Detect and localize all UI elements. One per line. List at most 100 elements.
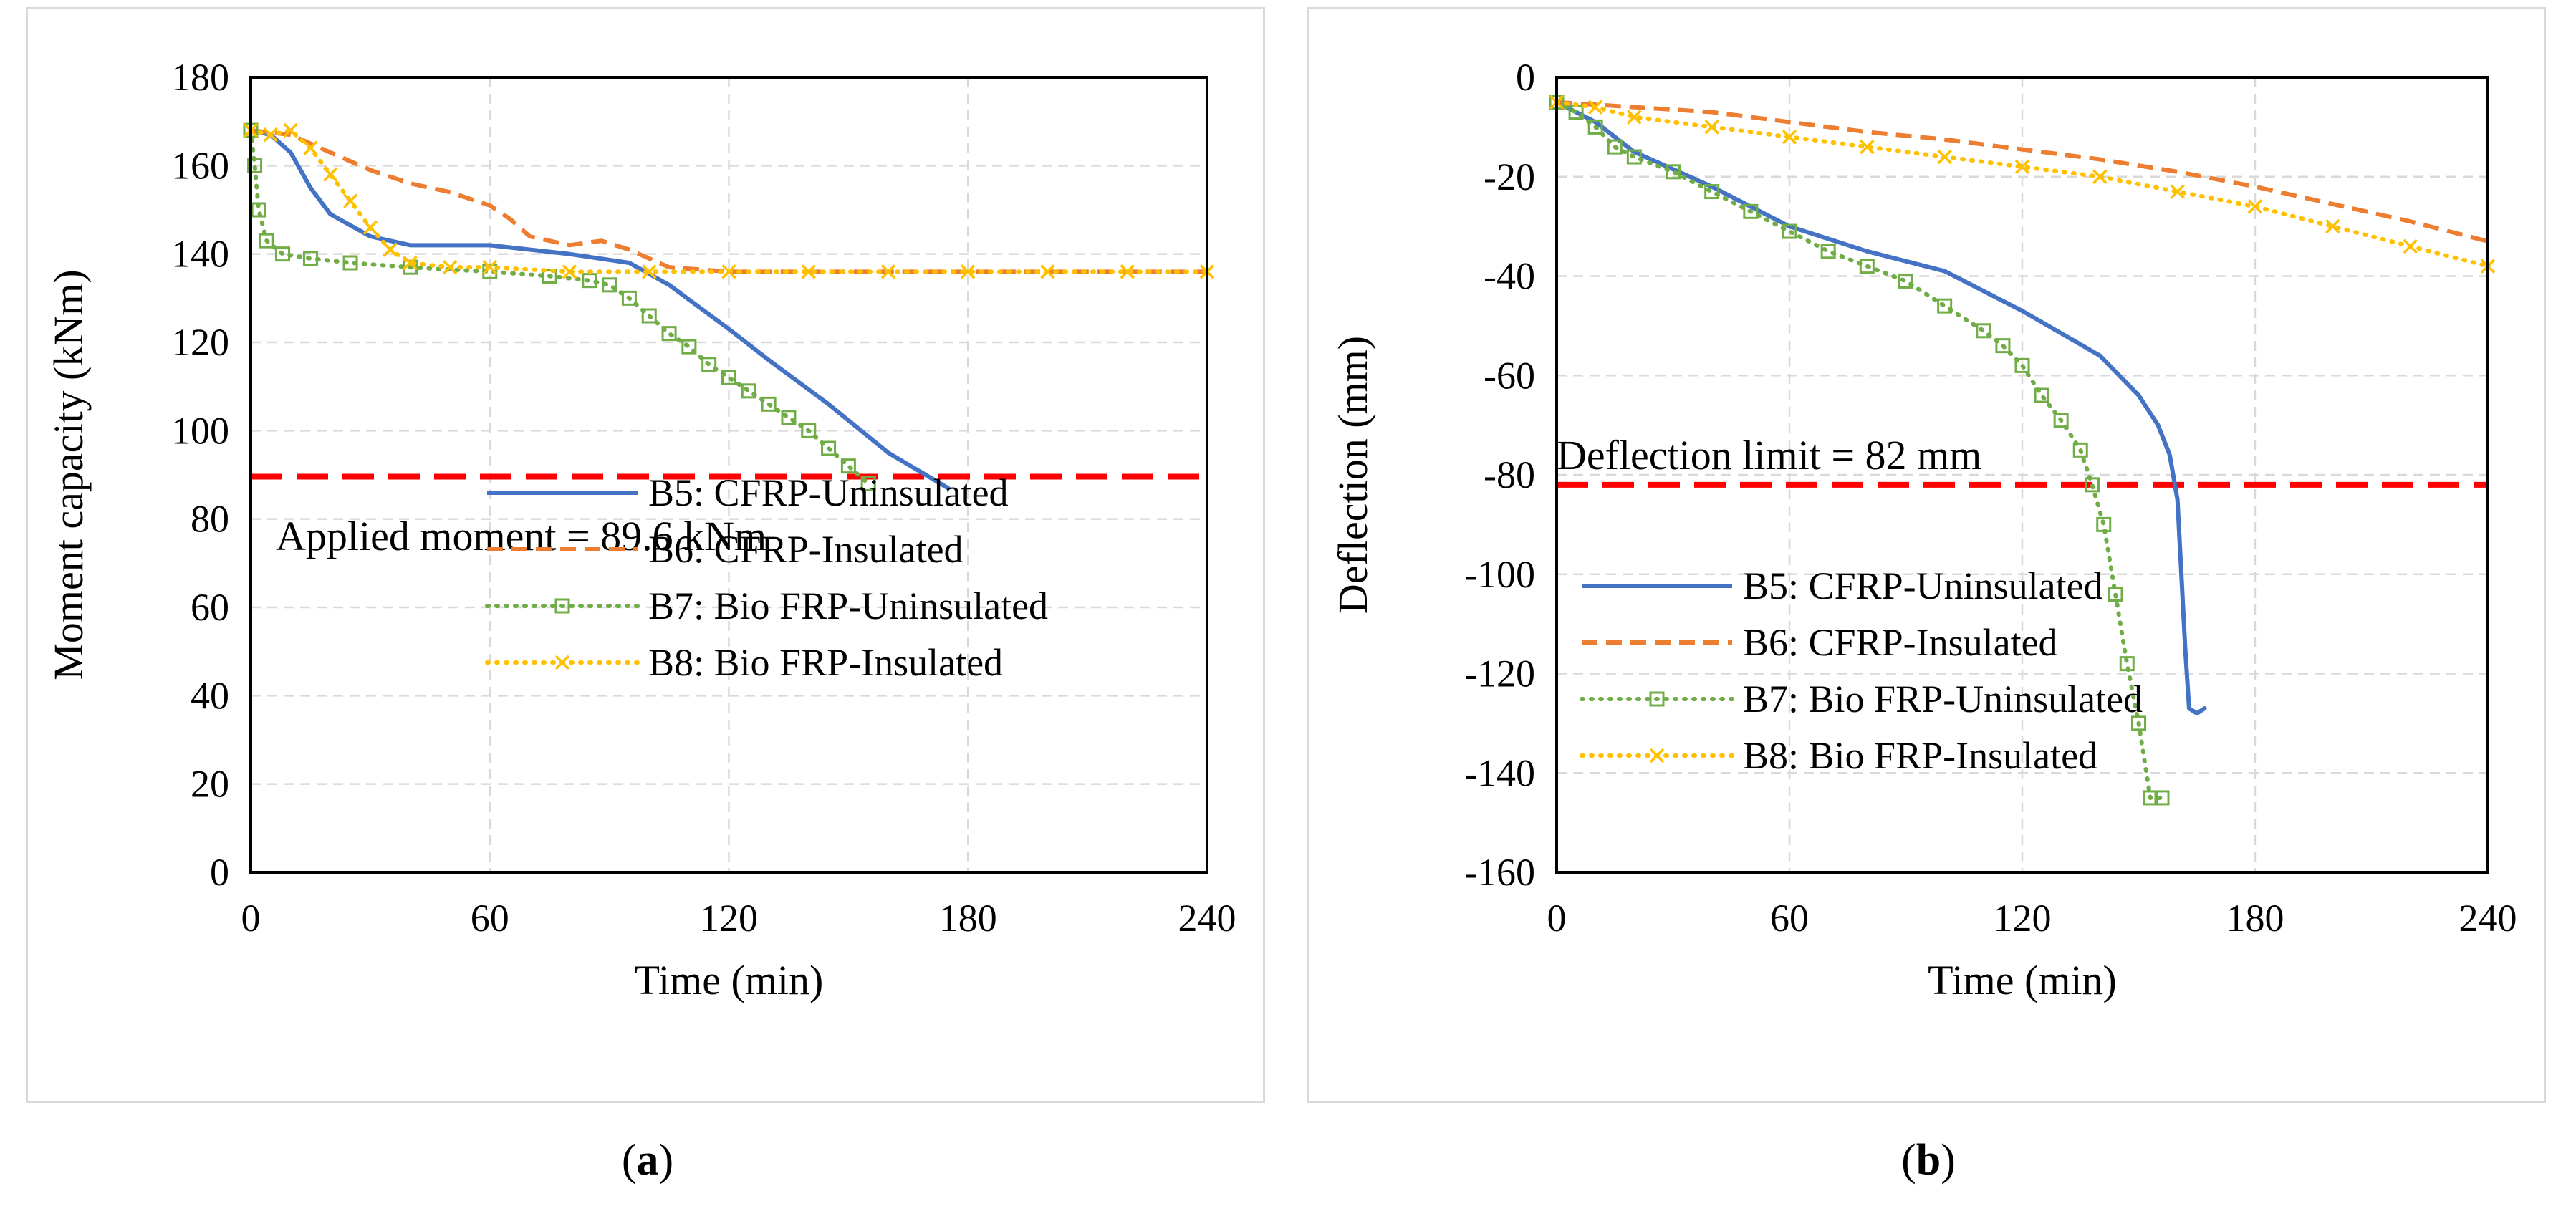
data-point [1782, 130, 1797, 145]
data-point [403, 255, 418, 271]
gridlines [1557, 77, 2488, 872]
data-point [263, 127, 279, 143]
data-point [1860, 139, 1875, 155]
data-point [2014, 357, 2030, 373]
data-point [1607, 139, 1623, 155]
data-point [342, 255, 358, 271]
x-tick-label: 240 [1178, 897, 1236, 940]
data-point [2053, 413, 2069, 428]
chart-frame-b [1307, 7, 2546, 1103]
legend-marker [1649, 691, 1665, 707]
y-tick-label: -20 [1484, 155, 1535, 198]
legend-entry: B5: CFRP-Uninsulated [648, 471, 1009, 514]
y-tick-label: -160 [1464, 851, 1535, 894]
data-point [2119, 656, 2135, 672]
series-line [249, 128, 951, 491]
data-point [1626, 149, 1642, 165]
series-6 [1556, 100, 2489, 244]
data-point [1120, 264, 1135, 279]
caption-a: (a) [621, 1136, 674, 1185]
x-tick-label: 60 [471, 897, 509, 940]
data-point [860, 476, 876, 491]
data-point [1782, 223, 1797, 239]
data-point [1976, 323, 1991, 339]
legend-entry: B8: Bio FRP-Insulated [648, 641, 1003, 684]
series-5 [249, 128, 951, 491]
gridlines [251, 77, 1207, 872]
y-tick-label: 40 [191, 674, 229, 717]
data-point [2247, 199, 2263, 214]
data-point [323, 167, 338, 182]
y-tick-label: -120 [1464, 652, 1535, 695]
data-point [1995, 338, 2011, 354]
x-axis-label: Time (min) [635, 957, 824, 1003]
data-point [2170, 184, 2185, 199]
legend-marker [554, 598, 570, 614]
legend-marker [554, 655, 570, 670]
y-tick-label: -60 [1484, 354, 1535, 397]
caption-a-label: a [636, 1136, 659, 1185]
y-tick-label: 120 [171, 321, 229, 364]
legend: B5: CFRP-Uninsulated B6: CFRP-Insulated B7… [485, 471, 1048, 684]
data-point [403, 259, 418, 275]
series-line [1554, 100, 2490, 269]
series-line [250, 128, 1207, 274]
data-point [2014, 159, 2030, 175]
plot-area-border [249, 76, 1208, 874]
x-tick-label: 0 [1547, 897, 1567, 940]
reference-line-label: Applied moment = 89.6 kNm [276, 513, 766, 559]
legend: B5: CFRP-Uninsulated B6: CFRP-Insulated B7… [1580, 564, 2143, 777]
y-tick-label: 160 [171, 144, 229, 187]
y-tick-label: 0 [210, 851, 229, 894]
caption-b-label: b [1916, 1136, 1941, 1185]
data-point [661, 326, 677, 342]
reference-line-label: Deflection limit = 82 mm [1557, 432, 1981, 478]
data-point [2034, 387, 2049, 403]
data-point [761, 396, 777, 412]
data-point [1859, 259, 1875, 274]
y-tick-label: 60 [191, 586, 229, 629]
plot-area-border [1555, 76, 2489, 874]
y-axis-label: Deflection (mm) [1330, 336, 1376, 614]
data-point [251, 202, 266, 218]
data-point [1040, 264, 1055, 279]
data-point [2131, 715, 2146, 731]
data-point [1704, 120, 1719, 135]
y-tick-label: -80 [1484, 453, 1535, 496]
data-point [2108, 587, 2123, 602]
data-point [1743, 203, 1759, 219]
legend-entry: B6: CFRP-Insulated [1743, 621, 2058, 664]
data-point [741, 383, 756, 399]
series-5 [1554, 100, 2207, 715]
data-point [602, 277, 617, 293]
legend-entry: B8: Bio FRP-Insulated [1743, 734, 2097, 777]
data-point [542, 269, 557, 284]
data-point [247, 158, 263, 173]
data-point [362, 220, 378, 235]
chart-a: 0 20 40 60 80 100 120 140 160 180 0 60 120 180 240 Time… [45, 56, 1236, 1003]
series-7 [1549, 95, 2170, 806]
data-point [562, 264, 577, 279]
legend-entry: B5: CFRP-Uninsulated [1743, 564, 2103, 607]
data-point [840, 458, 856, 474]
data-point [721, 370, 736, 385]
data-point [482, 264, 498, 279]
data-point [781, 410, 797, 425]
y-axis-label: Moment capacity (kNm) [45, 269, 92, 680]
legend-entry: B7: Bio FRP-Uninsulated [648, 584, 1048, 627]
y-tick-label: -100 [1464, 553, 1535, 596]
series-7 [243, 122, 876, 491]
data-point [482, 259, 497, 275]
data-point [821, 440, 837, 456]
x-tick-label: 240 [2459, 897, 2517, 940]
x-tick-label: 120 [700, 897, 758, 940]
chart-panel-b: 0 -20 -40 -60 -80 -100 -120 -140 -160 0 60 120 180 24… [1295, 0, 2562, 1224]
data-point [641, 308, 657, 324]
series-6 [250, 128, 1207, 274]
caption-b: (b) [1901, 1136, 1956, 1185]
data-point [2085, 477, 2100, 493]
y-tick-label: 0 [1516, 56, 1535, 99]
x-tick-label: 180 [939, 897, 997, 940]
data-point [2143, 790, 2158, 806]
data-point [2325, 218, 2340, 234]
